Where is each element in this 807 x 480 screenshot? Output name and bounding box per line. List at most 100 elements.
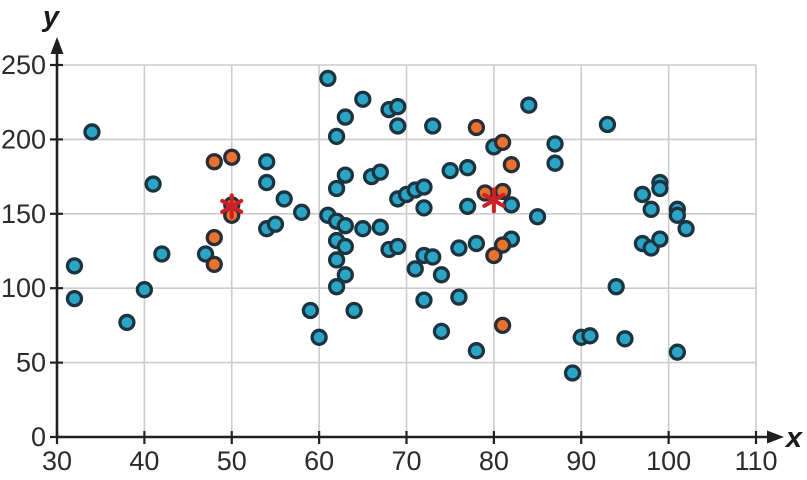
data-point-blue: [118, 313, 136, 332]
data-point-blue: [258, 153, 276, 171]
data-point-blue: [327, 278, 346, 296]
data-point-orange: [493, 316, 512, 335]
data-point-blue: [301, 301, 320, 320]
data-point-blue: [616, 330, 634, 348]
data-point-orange: [223, 148, 241, 166]
x-axis-arrow-icon: [767, 430, 784, 444]
data-point-blue: [441, 161, 459, 180]
data-point-blue: [528, 208, 547, 226]
data-point-orange: [485, 246, 503, 265]
data-point-blue: [266, 215, 285, 233]
data-point-orange: [502, 156, 521, 174]
data-point-orange: [205, 228, 223, 247]
data-point-blue: [336, 108, 354, 126]
x-tick-label: 50: [217, 446, 247, 476]
data-point-blue: [336, 266, 354, 284]
data-point-blue: [371, 163, 389, 181]
data-point-blue: [502, 196, 521, 214]
y-tick-label: 100: [1, 273, 46, 303]
x-tick-label: 60: [304, 446, 334, 476]
data-point-blue: [371, 218, 389, 236]
data-point-blue: [135, 281, 154, 299]
data-point-blue: [467, 234, 486, 253]
asterisk-spoke: [482, 192, 506, 208]
x-tick-label: 80: [479, 446, 509, 476]
data-point-blue: [336, 166, 354, 184]
y-tick-label: 50: [16, 348, 46, 378]
data-point-blue: [432, 322, 451, 341]
data-point-blue: [327, 251, 346, 269]
data-point-orange: [205, 255, 223, 274]
data-point-blue: [275, 190, 293, 208]
y-tick-label: 0: [31, 422, 46, 452]
data-point-blue: [415, 291, 433, 309]
data-point-blue: [677, 220, 695, 238]
data-point-blue: [581, 327, 599, 345]
data-point-orange: [205, 153, 223, 171]
data-point-blue: [424, 117, 442, 135]
y-tick-label: 150: [1, 199, 46, 229]
data-point-blue: [389, 98, 407, 116]
asterisk-spoke: [220, 198, 244, 214]
y-axis-label: y: [41, 1, 61, 33]
data-point-orange: [493, 133, 512, 152]
data-point-blue: [153, 245, 171, 263]
data-point-blue: [546, 154, 564, 172]
data-point-blue: [336, 237, 354, 256]
data-point-blue: [144, 175, 162, 193]
x-axis-label: x: [784, 422, 804, 454]
data-point-blue: [65, 289, 84, 308]
data-point-blue: [520, 96, 538, 114]
data-point-blue: [415, 199, 433, 217]
data-point-blue: [424, 248, 442, 266]
data-point-blue: [292, 203, 311, 221]
data-point-blue: [450, 239, 468, 257]
data-point-blue: [327, 179, 346, 198]
data-point-blue: [450, 288, 468, 306]
data-point-blue: [651, 230, 669, 248]
data-point-blue: [467, 342, 486, 360]
point-layer: [65, 69, 695, 382]
x-tick-label: 70: [391, 446, 421, 476]
x-tick-label: 90: [566, 446, 596, 476]
data-point-blue: [258, 173, 276, 192]
x-tick-label: 110: [734, 446, 777, 476]
data-point-blue: [319, 69, 337, 88]
asterisk-marker: [220, 193, 244, 220]
x-tick-label: 40: [129, 446, 159, 476]
data-point-blue: [633, 185, 652, 204]
grid-layer: [57, 64, 757, 437]
data-point-blue: [563, 364, 582, 382]
data-point-blue: [65, 257, 84, 275]
data-point-blue: [406, 260, 424, 278]
asterisk-marker: [482, 187, 506, 214]
data-point-blue: [354, 90, 372, 108]
data-point-blue: [459, 197, 477, 216]
x-tick-label: 30: [42, 446, 72, 476]
data-point-orange: [467, 118, 486, 137]
x-tick-label: 100: [646, 446, 691, 476]
data-point-blue: [432, 266, 451, 284]
axis-layer: [50, 37, 784, 444]
data-point-blue: [598, 115, 617, 134]
tick-layer: 30 40 50 60 70 80 90 100 110 0 50 100 150 200 250: [1, 50, 778, 476]
data-point-blue: [336, 217, 354, 235]
y-tick-label: 250: [1, 50, 46, 80]
data-point-blue: [607, 278, 625, 296]
data-point-blue: [310, 328, 328, 346]
y-tick-label: 200: [1, 124, 46, 154]
data-point-blue: [389, 117, 407, 135]
data-point-blue: [196, 245, 215, 263]
data-point-blue: [327, 127, 346, 146]
data-point-blue: [354, 220, 372, 238]
y-axis-arrow-icon: [50, 37, 64, 54]
data-point-blue: [668, 343, 687, 361]
data-point-blue: [83, 123, 101, 141]
data-point-blue: [546, 135, 564, 153]
data-point-blue: [389, 237, 407, 256]
data-point-blue: [415, 178, 433, 196]
data-point-blue: [642, 200, 660, 218]
data-point-blue: [651, 179, 669, 198]
